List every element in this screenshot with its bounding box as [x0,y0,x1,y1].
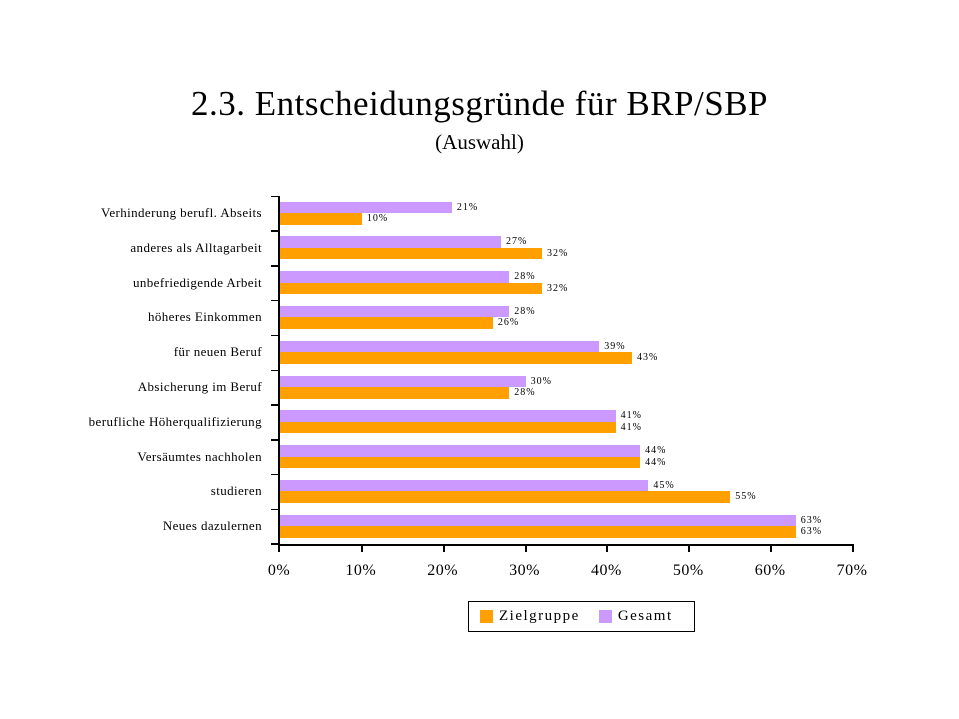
x-axis-tick [852,544,854,552]
category-label: unbefriedigende Arbeit [132,274,262,290]
bar-value-label: 45% [653,479,675,491]
bar-value-label: 39% [604,340,626,352]
bar-value-label: 32% [546,282,569,294]
category-label: für neuen Beruf [173,344,262,360]
bar-zielgruppe [280,491,731,503]
bar-value-label: 30% [530,375,552,387]
bar-gesamt [280,445,641,457]
category-label: anderes als Alltagarbeit [130,239,262,255]
legend-swatch-gesamt [598,610,612,623]
bar-value-label: 44% [645,445,667,457]
value-axis-labels: 0% 10% 20% 30% 40% 50% 60% 70% [268,562,867,584]
bar-value-label: 32% [546,247,569,259]
bar-gesamt [280,375,526,387]
x-axis-tick-label: 50% [672,562,704,579]
y-axis-tick [271,195,278,197]
bar-value-label: 63% [800,514,823,526]
x-axis-tick-label: 0% [267,562,291,579]
bar-gesamt [280,340,600,353]
bar-zielgruppe [280,456,641,469]
category-label: Verhinderung berufl. Abseits [100,205,262,220]
category-label: höheres Einkommen [147,309,262,325]
bar-value-label: 27% [506,236,528,248]
bar-zielgruppe [280,421,616,434]
legend: Zielgruppe Gesamt [468,601,695,632]
bar-zielgruppe [280,247,542,260]
y-axis-tick [271,230,278,232]
bar-gesamt [280,479,649,492]
bar-value-label: 26% [497,317,520,329]
x-axis-tick [688,544,691,552]
x-axis-tick [770,544,773,552]
y-axis-tick [271,508,278,511]
legend-swatch-zielgruppe [480,610,493,623]
bar-value-label: 10% [366,213,389,224]
y-axis-tick [271,265,278,267]
category-axis-labels: Verhinderung berufl. Abseits anderes als … [0,196,268,544]
legend-label-gesamt: Gesamt [617,608,673,624]
chart-title: 2.3. Entscheidungsgründe für BRP/SBP [190,84,769,123]
bar-value-label: 28% [514,387,536,398]
bar-value-label: 28% [514,271,536,283]
x-axis-tick-label: 70% [836,562,868,579]
y-axis-tick [271,543,278,545]
x-axis-tick [442,544,445,552]
x-axis-tick [606,544,609,552]
bar-gesamt [280,305,510,318]
bar-gesamt [280,236,501,248]
category-label: Absicherung im Beruf [137,379,262,394]
bar-zielgruppe [280,387,510,399]
legend-label-zielgruppe: Zielgruppe [499,608,580,624]
x-axis-tick [278,544,280,552]
bar-zielgruppe [280,282,542,295]
bar-zielgruppe [280,352,632,364]
bar-value-label: 63% [800,526,823,538]
category-label: Neues dazulernen [162,518,262,534]
x-axis-tick-label: 60% [754,562,786,579]
y-axis-tick [271,369,278,371]
y-axis-tick [271,404,278,406]
plot-area: 21% 10% 27% 32% 28% 32% 28% 26% 39% 43% 30% 28% 41% 4… [271,195,854,552]
chart-subtitle: (Auswahl) [435,130,524,154]
bar-gesamt [280,201,452,213]
x-axis-tick-label: 20% [427,562,459,579]
y-axis-tick [271,299,278,302]
x-axis-tick [524,544,527,552]
bar-gesamt [280,514,796,527]
bar-gesamt [280,271,510,283]
category-label: Versäumtes nachholen [137,448,262,464]
bar-value-label: 44% [645,456,667,468]
y-axis-tick [271,439,278,441]
bar-value-label: 28% [514,305,536,317]
bar-value-label: 41% [620,421,642,433]
bar-zielgruppe [280,213,362,225]
x-axis-tick-label: 30% [509,562,540,579]
x-axis-tick-label: 10% [345,562,377,579]
y-axis-tick [271,473,278,476]
category-label: berufliche Höherqualifizierung [88,413,262,429]
bar-zielgruppe [280,526,796,538]
bar-value-label: 21% [456,201,479,213]
bar-value-label: 55% [735,491,757,503]
bar-value-label: 41% [620,410,642,422]
x-axis-tick [360,544,363,552]
bar-value-label: 43% [636,352,659,364]
y-axis-tick [271,334,278,337]
category-label: studieren [210,483,262,499]
bar-gesamt [280,410,616,422]
x-axis-tick-label: 40% [591,562,622,579]
bar-zielgruppe [280,317,493,329]
